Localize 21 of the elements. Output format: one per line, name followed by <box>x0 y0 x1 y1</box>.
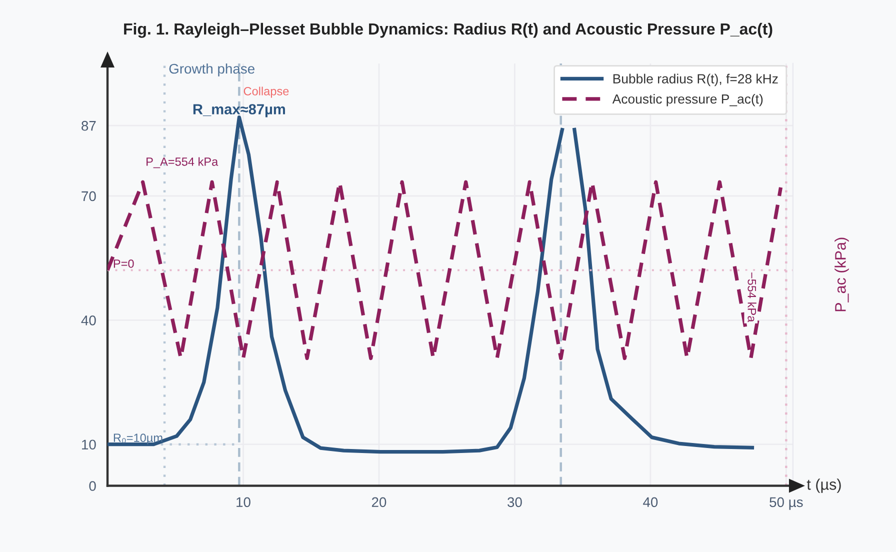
chart-title: Fig. 1. Rayleigh–Plesset Bubble Dynamics: Radius R(t) and Acoustic Pressure P_ac(t) <box>124 22 772 38</box>
legend-label: Bubble radius R(t), f=28 kHz <box>613 74 778 86</box>
x-tick-label: 30 <box>508 497 522 508</box>
ref-line-label: Growth phase <box>169 63 254 76</box>
x-axis-title: t (µs) <box>806 478 841 493</box>
y-tick-label: 87 <box>82 120 96 131</box>
ref-line-label: P=0 <box>114 259 134 268</box>
y2-axis-title: P_ac (kPa) <box>834 238 849 312</box>
data-label: P_A=554 kPa <box>146 157 218 168</box>
x-tick-label: 40 <box>643 497 658 508</box>
y-tick-label: 10 <box>82 440 96 450</box>
y-tick-label: 0 <box>89 481 96 491</box>
x-tick-label: 10 <box>236 497 250 508</box>
data-label: −554 kPa <box>748 272 756 322</box>
y-tick-label: 40 <box>81 315 96 326</box>
ref-line-label: Collapse <box>244 86 289 98</box>
y-tick-label: 70 <box>82 191 96 202</box>
x-tick-label: 20 <box>372 497 386 508</box>
annotation: R_max≈87µm <box>193 104 285 118</box>
legend-label: Acoustic pressure P_ac(t) <box>612 94 763 106</box>
x-tick-label: 50 µs <box>770 497 803 510</box>
